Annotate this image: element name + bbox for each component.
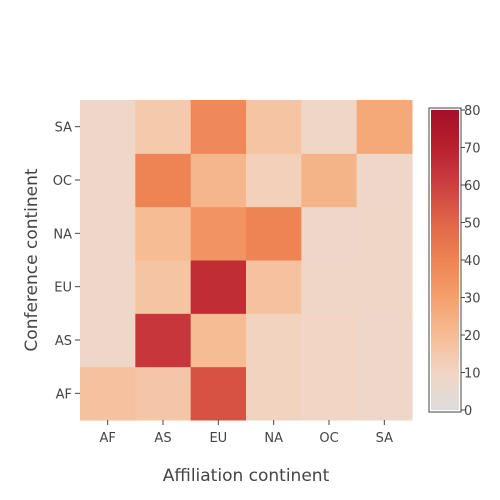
x-tick-label: EU: [209, 431, 227, 446]
heatmap-cell: [190, 100, 247, 154]
colorbar-ticks: 0 10 20 30 40 50 60 70 80: [461, 104, 481, 419]
x-tick-label: AS: [154, 431, 171, 446]
colorbar-tick-label: 40: [464, 254, 481, 269]
heatmap-cell: [246, 366, 302, 421]
heatmap-cells: [80, 100, 413, 421]
y-tick-label: AS: [55, 334, 72, 349]
heatmap-cell: [190, 260, 247, 314]
heatmap-cell: [356, 206, 413, 261]
x-tick-label: AF: [99, 431, 115, 446]
heatmap-cell: [80, 153, 136, 208]
x-tick-label: NA: [264, 431, 283, 446]
y-axis-ticks: AF AS EU NA OC SA: [53, 121, 80, 402]
heatmap-cell: [190, 206, 247, 261]
heatmap-cell: [80, 206, 136, 261]
heatmap-cell: [246, 100, 302, 154]
heatmap-cell: [246, 206, 302, 261]
colorbar-tick-label: 70: [464, 142, 481, 157]
y-tick-label: OC: [53, 174, 72, 189]
colorbar: 0 10 20 30 40 50 60 70 80: [428, 104, 481, 419]
y-tick-label: SA: [55, 121, 72, 136]
colorbar-tick-label: 50: [464, 217, 481, 232]
heatmap-cell: [356, 153, 413, 208]
colorbar-gradient: [431, 110, 459, 410]
y-tick-label: EU: [54, 281, 72, 296]
heatmap-cell: [246, 313, 302, 368]
heatmap-cell: [246, 260, 302, 314]
x-tick-label: SA: [376, 431, 393, 446]
y-axis-title: Conference continent: [22, 168, 42, 351]
colorbar-tick-label: 30: [464, 292, 481, 307]
x-tick-label: OC: [319, 431, 338, 446]
heatmap-cell: [190, 313, 247, 368]
heatmap-cell: [135, 313, 192, 368]
heatmap-cell: [190, 366, 247, 421]
colorbar-tick-label: 0: [464, 404, 472, 419]
heatmap-cell: [80, 366, 136, 421]
x-axis-ticks: AF AS EU NA OC SA: [99, 420, 393, 446]
heatmap-cell: [135, 100, 192, 154]
heatmap-cell: [135, 153, 192, 208]
heatmap-cell: [356, 260, 413, 314]
heatmap-cell: [135, 260, 192, 314]
heatmap-cell: [356, 313, 413, 368]
heatmap-cell: [80, 313, 136, 368]
colorbar-tick-label: 10: [464, 367, 481, 382]
heatmap-cell: [301, 206, 358, 261]
heatmap-cell: [135, 366, 192, 421]
heatmap-cell: [356, 366, 413, 421]
colorbar-tick-label: 20: [464, 329, 481, 344]
y-tick-label: AF: [56, 387, 72, 402]
x-axis-title: Affiliation continent: [163, 466, 330, 486]
colorbar-tick-label: 60: [464, 179, 481, 194]
heatmap-cell: [356, 100, 413, 154]
heatmap-cell: [301, 260, 358, 314]
heatmap-cell: [301, 100, 358, 154]
heatmap-cell: [301, 313, 358, 368]
colorbar-tick-label: 80: [464, 104, 481, 119]
heatmap-cell: [135, 206, 192, 261]
y-tick-label: NA: [53, 227, 72, 242]
heatmap-cell: [80, 260, 136, 314]
heatmap-cell: [301, 153, 358, 208]
heatmap-cell: [246, 153, 302, 208]
heatmap-cell: [301, 366, 358, 421]
heatmap-cell: [80, 100, 136, 154]
heatmap-cell: [190, 153, 247, 208]
